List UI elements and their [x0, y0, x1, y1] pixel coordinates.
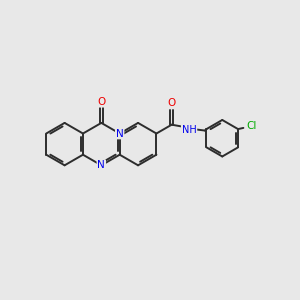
Text: Cl: Cl: [246, 121, 256, 131]
Text: O: O: [168, 98, 176, 109]
Text: NH: NH: [182, 125, 196, 135]
Text: N: N: [98, 160, 105, 170]
Text: O: O: [97, 97, 106, 107]
Text: N: N: [116, 128, 124, 139]
